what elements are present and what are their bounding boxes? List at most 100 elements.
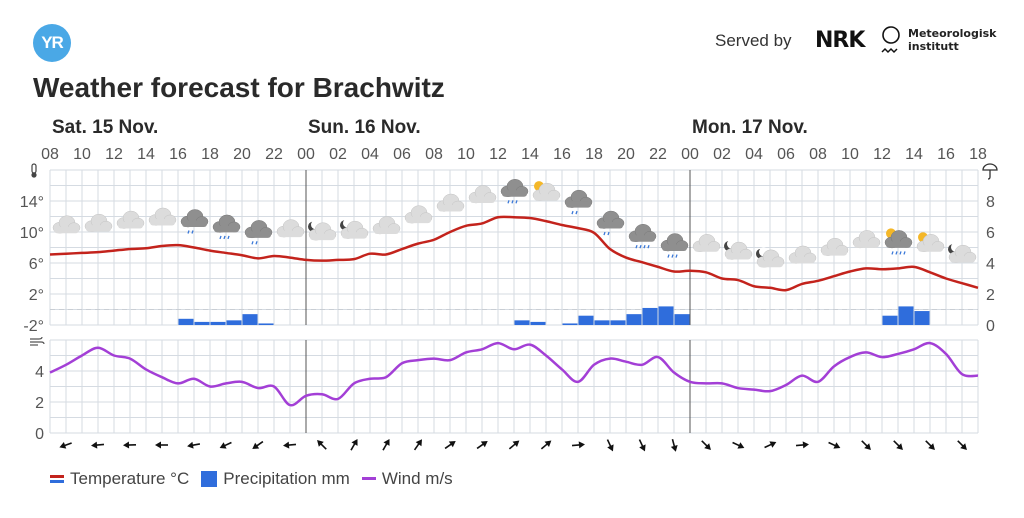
cloud-part (54, 226, 79, 234)
wind-arrow-icon (382, 438, 390, 451)
temperature-legend-icon (50, 475, 64, 483)
wind-arrow-head (283, 441, 290, 449)
wind-arrow-icon (476, 440, 488, 450)
wind-arrow-head (219, 442, 227, 449)
yr-logo[interactable]: YR (33, 24, 71, 62)
precipitation-bar (258, 323, 274, 325)
raindrop (903, 251, 906, 255)
weather-lightrain-icon (244, 220, 273, 245)
raindrop (251, 241, 254, 245)
wind-arrow-icon (670, 438, 678, 452)
wind-arrow-icon (508, 440, 520, 450)
wind-arrow-head (578, 441, 585, 449)
wind-arrow-icon (444, 440, 456, 450)
served-by-label: Served by (715, 31, 792, 50)
hour-tick-label: 22 (649, 146, 667, 163)
precipitation-bar (578, 315, 594, 325)
raindrop (607, 231, 610, 236)
wind-arrow-icon (571, 441, 585, 449)
raindrop (223, 235, 226, 240)
weather-cloudy-icon (276, 219, 305, 238)
wind-arrow-head (960, 443, 967, 450)
weather-cloudy-icon (52, 215, 81, 234)
hour-tick-label: 00 (297, 146, 315, 163)
raindrop (191, 230, 194, 234)
precipitation-tick-label: 2 (986, 287, 995, 304)
precipitation-tick-label: 6 (986, 225, 995, 242)
precipitation-bars (178, 306, 930, 325)
hour-tick-label: 10 (841, 146, 859, 163)
raindrop (571, 210, 574, 215)
yr-logo-text: YR (41, 33, 64, 52)
wind-arrow-icon (283, 441, 297, 449)
raindrop (219, 235, 222, 240)
raindrop (603, 231, 606, 236)
wind-arrow-head (512, 440, 520, 448)
cloud-part (470, 196, 495, 203)
raindrop (635, 245, 638, 249)
weather-cloudy-icon (468, 185, 497, 204)
precipitation-bar (242, 314, 258, 325)
raindrop (899, 251, 902, 255)
wind-icon (30, 336, 45, 346)
precipitation-bar (178, 318, 194, 325)
precipitation-bar (594, 320, 610, 325)
page-title: Weather forecast for Brachwitz (33, 72, 445, 103)
temperature-tick-label: 14° (20, 194, 44, 211)
raindrop (643, 245, 646, 249)
cloud-part (86, 225, 111, 232)
wind-arrow-head (864, 443, 871, 450)
hour-tick-label: 16 (937, 146, 955, 163)
hour-tick-label: 18 (201, 146, 219, 163)
hour-tick-label: 20 (233, 146, 251, 163)
raindrop (227, 235, 230, 240)
hour-tick-label: 06 (393, 146, 411, 163)
hour-tick-label: 10 (457, 146, 475, 163)
umbrella-icon (982, 163, 998, 180)
precipitation-legend-icon (201, 471, 218, 487)
raindrop (895, 251, 898, 255)
weather-partlycloudy-night-icon (948, 242, 977, 263)
cloud-part (790, 256, 815, 264)
wind-arrow-head (91, 441, 98, 449)
weather-rain-icon (500, 179, 529, 204)
wind-arrow-icon (893, 440, 903, 450)
wind-arrow-icon (187, 441, 201, 449)
wind-arrow-icon (861, 440, 871, 450)
cloud-part (918, 245, 943, 252)
wind-arrow-head (607, 444, 614, 452)
hour-tick-label: 16 (169, 146, 187, 163)
raindrop (647, 245, 650, 249)
wind-arrow-icon (606, 439, 614, 452)
precipitation-bar (914, 311, 930, 325)
hour-tick-label: 06 (777, 146, 795, 163)
precipitation-tick-label: 0 (986, 318, 995, 335)
day-label: Mon. 17 Nov. (692, 117, 808, 138)
hour-tick-label: 02 (329, 146, 347, 163)
cloud-part (246, 231, 271, 238)
met-institute-name[interactable]: Meteorologisk institutt (908, 27, 997, 53)
wind-arrow-icon (764, 441, 777, 449)
weather-partlycloudy-night-icon (756, 247, 785, 268)
wind-arrow-head (670, 445, 678, 452)
cloud-part (950, 256, 975, 263)
wind-arrow-head (123, 441, 130, 449)
raindrop (671, 254, 674, 258)
wind-arrow-icon (925, 440, 935, 450)
raindrop (511, 200, 514, 204)
weather-rain-icon (660, 233, 689, 258)
wind-arrow-icon (317, 440, 327, 450)
weather-partlycloudy-night-icon (308, 220, 337, 241)
wind-arrow-head (769, 441, 777, 448)
nrk-logo[interactable]: NRK (815, 28, 865, 53)
weather-lightrain-icon (564, 189, 593, 215)
raindrop (667, 254, 670, 258)
weather-partlycloudy-night-icon (340, 218, 369, 239)
wind-arrow-icon (795, 441, 809, 449)
wind-arrow-icon (219, 441, 232, 449)
raindrop (515, 200, 518, 204)
wind-arrow-head (351, 438, 358, 446)
legend-wind: Wind m/s (381, 469, 453, 488)
precipitation-bar (674, 314, 690, 325)
cloud-part (214, 225, 239, 233)
